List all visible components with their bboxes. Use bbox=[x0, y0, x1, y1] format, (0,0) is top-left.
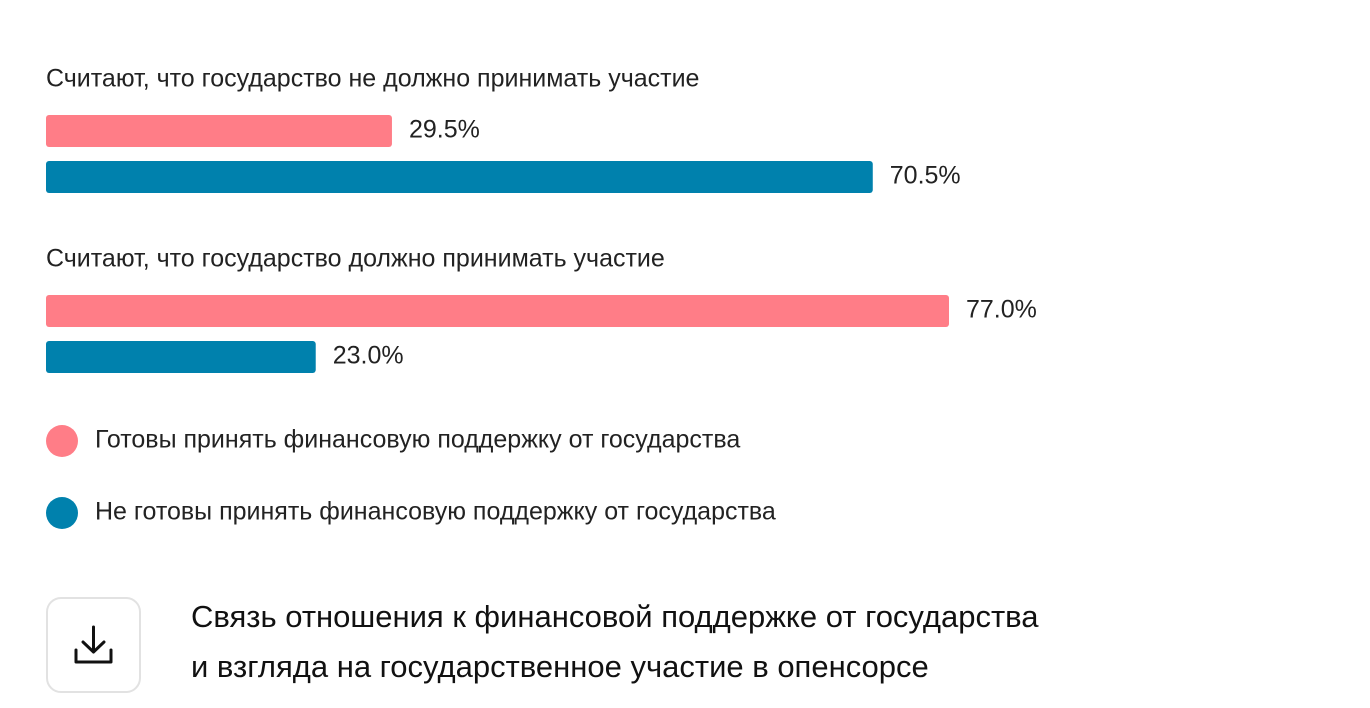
bar bbox=[46, 341, 316, 373]
bar bbox=[46, 295, 949, 327]
caption-line: Связь отношения к финансовой поддержке о… bbox=[191, 599, 1039, 634]
legend-label: Не готовы принять финансовую поддержку о… bbox=[95, 498, 776, 526]
legend-label: Готовы принять финансовую поддержку от г… bbox=[95, 426, 740, 454]
value-label: 77.0% bbox=[966, 296, 1037, 324]
value-label: 70.5% bbox=[890, 162, 961, 190]
bar bbox=[46, 161, 873, 193]
legend-marker bbox=[46, 497, 78, 529]
value-label: 29.5% bbox=[409, 116, 480, 144]
category-label: Считают, что государство должно принимат… bbox=[46, 245, 665, 273]
download-icon[interactable] bbox=[74, 625, 113, 664]
bar bbox=[46, 115, 392, 147]
download-button[interactable] bbox=[46, 597, 141, 693]
legend-marker bbox=[46, 425, 78, 457]
caption-line: и взгляда на государственное участие в о… bbox=[191, 649, 929, 684]
value-label: 23.0% bbox=[333, 342, 404, 370]
category-label: Считают, что государство не должно прини… bbox=[46, 65, 699, 93]
